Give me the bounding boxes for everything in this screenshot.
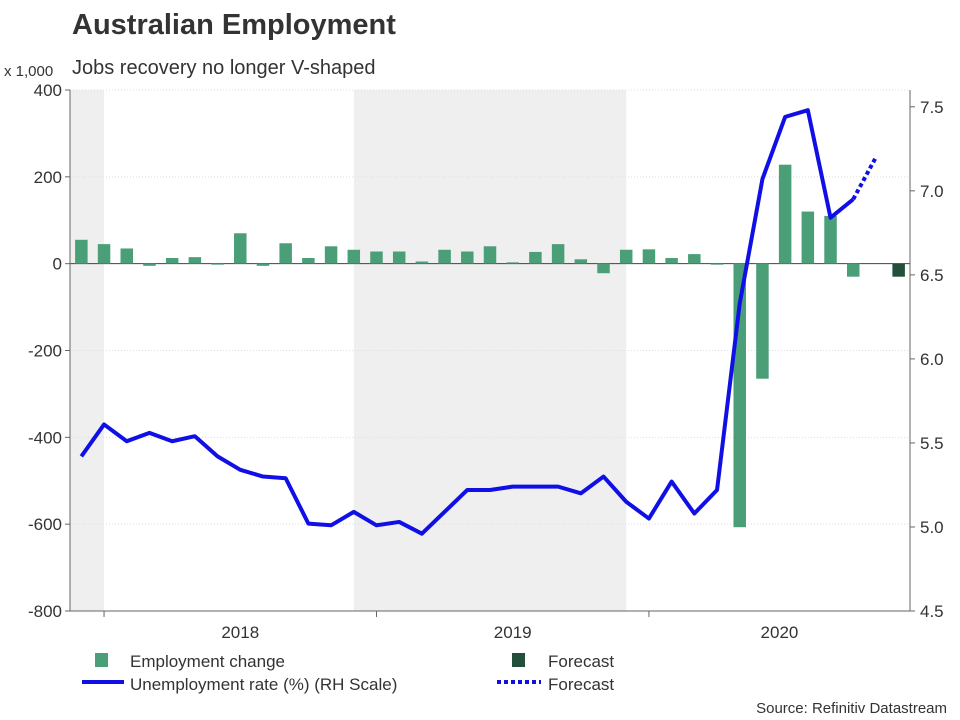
unemployment-lines <box>79 108 878 536</box>
employment-bar <box>415 261 429 264</box>
y-left-tick-label: 200 <box>34 168 62 187</box>
shaded-periods <box>70 90 627 611</box>
x-tick-label: 2019 <box>494 623 532 642</box>
employment-bar <box>778 164 792 264</box>
employment-bar <box>619 249 633 264</box>
employment-bar <box>824 215 837 264</box>
x-tick-label: 2018 <box>221 623 259 642</box>
employment-bar <box>756 263 769 379</box>
employment-bar <box>75 239 88 264</box>
forecast-unemployment-line <box>851 156 878 201</box>
employment-bar <box>438 249 451 264</box>
employment-bar <box>165 258 179 264</box>
y-right-tick-label: 5.0 <box>920 518 944 537</box>
employment-bar <box>392 251 406 264</box>
x-tick-label: 2020 <box>761 623 799 642</box>
employment-bar <box>188 257 202 264</box>
employment-bar <box>97 244 111 264</box>
chart-subtitle: Jobs recovery no longer V-shaped <box>72 57 376 79</box>
y-right-tick-label: 7.0 <box>920 182 944 201</box>
y-left-tick-label: -200 <box>28 342 62 361</box>
y-right-tick-label: 7.5 <box>920 98 944 117</box>
legend-forecast-bar-label: Forecast <box>548 652 614 671</box>
employment-bar <box>710 263 724 265</box>
y-left-tick-label: -400 <box>28 428 62 447</box>
employment-bar <box>597 263 610 274</box>
employment-bar <box>801 211 815 264</box>
employment-bar <box>461 251 474 264</box>
employment-bar <box>529 251 542 264</box>
employment-bar <box>279 243 292 264</box>
employment-bar <box>347 249 361 264</box>
unemployment-line <box>79 108 855 536</box>
employment-bar <box>120 248 133 264</box>
employment-bar <box>234 233 247 264</box>
forecast-employment-bar <box>892 263 905 277</box>
employment-bar <box>302 258 315 264</box>
employment-bar <box>483 246 497 264</box>
employment-bar <box>688 254 701 264</box>
y-left-tick-label: 0 <box>53 255 62 274</box>
employment-bar <box>143 263 156 266</box>
employment-bar <box>642 249 656 264</box>
source-note: Source: Refinitiv Datastream <box>756 700 947 717</box>
employment-bar <box>256 263 270 266</box>
shaded-period <box>70 90 105 611</box>
y-right-tick-label: 6.5 <box>920 266 944 285</box>
employment-bar <box>324 246 338 264</box>
y-right-tick-label: 5.5 <box>920 434 944 453</box>
employment-bar <box>574 259 588 264</box>
employment-bar <box>211 263 224 265</box>
employment-bar <box>551 244 565 264</box>
y-right-tick-label: 4.5 <box>920 602 944 621</box>
legend-swatch-forecast-bar <box>512 653 525 667</box>
employment-bar <box>665 258 678 264</box>
y-right-tick-label: 6.0 <box>920 350 944 369</box>
legend-swatch-employment <box>95 653 108 667</box>
y-left-tick-label: -800 <box>28 602 62 621</box>
employment-bar <box>847 263 860 277</box>
legend-forecast-line-label: Forecast <box>548 675 614 694</box>
chart-title: Australian Employment <box>72 9 396 41</box>
employment-bar <box>506 262 519 264</box>
y-left-unit: x 1,000 <box>4 63 53 80</box>
employment-bar <box>370 251 383 264</box>
legend-unemployment-label: Unemployment rate (%) (RH Scale) <box>130 675 397 694</box>
axes: 400 200 0 -200 -400 -600 -800 7.5 7.0 6.5 6.0 5.5 5.… <box>28 81 944 642</box>
y-left-tick-label: -600 <box>28 515 62 534</box>
y-left-tick-label: 400 <box>34 81 62 100</box>
legend-employment-label: Employment change <box>130 652 285 671</box>
